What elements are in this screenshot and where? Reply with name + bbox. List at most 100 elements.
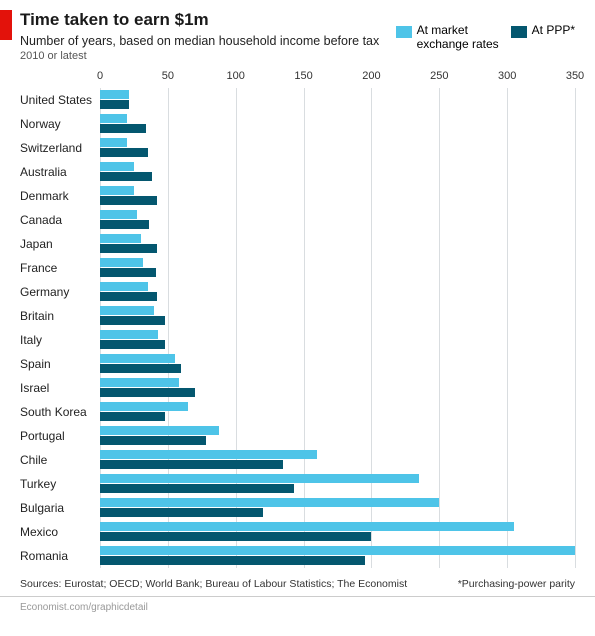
gridline xyxy=(575,88,576,568)
legend-swatch-market xyxy=(396,26,412,38)
category-label: Japan xyxy=(20,232,100,256)
bar-market xyxy=(100,138,127,147)
bar-ppp xyxy=(100,292,157,301)
bar-row xyxy=(100,304,575,328)
axis-tick: 350 xyxy=(566,70,584,82)
category-labels: United StatesNorwaySwitzerlandAustraliaD… xyxy=(20,70,100,568)
plot-area: United StatesNorwaySwitzerlandAustraliaD… xyxy=(20,70,575,568)
bar-row xyxy=(100,232,575,256)
bar-market xyxy=(100,402,188,411)
category-label: Canada xyxy=(20,208,100,232)
bar-ppp xyxy=(100,460,283,469)
category-label: South Korea xyxy=(20,400,100,424)
x-axis: 050100150200250300350 xyxy=(100,70,575,88)
bar-row xyxy=(100,160,575,184)
bar-market xyxy=(100,114,127,123)
bar-market xyxy=(100,90,129,99)
bar-ppp xyxy=(100,412,165,421)
bar-ppp xyxy=(100,364,181,373)
bar-ppp xyxy=(100,268,156,277)
bar-row xyxy=(100,448,575,472)
bar-ppp xyxy=(100,484,294,493)
category-label: Germany xyxy=(20,280,100,304)
bar-row xyxy=(100,544,575,568)
bar-row xyxy=(100,352,575,376)
bar-ppp xyxy=(100,220,149,229)
category-label: Switzerland xyxy=(20,136,100,160)
category-label: Chile xyxy=(20,448,100,472)
bar-ppp xyxy=(100,244,157,253)
category-label: United States xyxy=(20,88,100,112)
category-label: Mexico xyxy=(20,520,100,544)
bar-row xyxy=(100,184,575,208)
category-label: Romania xyxy=(20,544,100,568)
bar-ppp xyxy=(100,100,129,109)
bar-market xyxy=(100,210,137,219)
legend: At market exchange rates At PPP* xyxy=(396,24,575,52)
category-label: Turkey xyxy=(20,472,100,496)
bar-market xyxy=(100,162,134,171)
bar-row xyxy=(100,472,575,496)
bar-market xyxy=(100,258,143,267)
bars-area: 050100150200250300350 xyxy=(100,70,575,568)
chart-subnote: 2010 or latest xyxy=(20,50,575,62)
bar-ppp xyxy=(100,148,148,157)
category-label: France xyxy=(20,256,100,280)
bar-row xyxy=(100,376,575,400)
bar-ppp xyxy=(100,340,165,349)
bar-market xyxy=(100,378,179,387)
bar-row xyxy=(100,424,575,448)
bar-market xyxy=(100,498,439,507)
bar-market xyxy=(100,354,175,363)
category-label: Australia xyxy=(20,160,100,184)
bar-ppp xyxy=(100,436,206,445)
bar-market xyxy=(100,330,158,339)
axis-tick: 250 xyxy=(430,70,448,82)
bar-market xyxy=(100,306,154,315)
bar-market xyxy=(100,282,148,291)
bar-ppp xyxy=(100,532,371,541)
legend-label-ppp: At PPP* xyxy=(532,24,575,38)
bar-row xyxy=(100,520,575,544)
bar-ppp xyxy=(100,508,263,517)
legend-item-ppp: At PPP* xyxy=(511,24,575,52)
bar-row xyxy=(100,256,575,280)
bar-row xyxy=(100,280,575,304)
category-label: Norway xyxy=(20,112,100,136)
bar-row xyxy=(100,328,575,352)
bar-market xyxy=(100,450,317,459)
chart-container: Time taken to earn $1m Number of years, … xyxy=(0,0,595,618)
axis-tick: 150 xyxy=(294,70,312,82)
category-label: Britain xyxy=(20,304,100,328)
axis-tick: 300 xyxy=(498,70,516,82)
bar-ppp xyxy=(100,196,157,205)
axis-tick: 50 xyxy=(162,70,174,82)
chart-inner: Time taken to earn $1m Number of years, … xyxy=(0,0,595,596)
bar-row xyxy=(100,496,575,520)
bar-ppp xyxy=(100,124,146,133)
bar-market xyxy=(100,546,575,555)
axis-tick: 0 xyxy=(97,70,103,82)
bar-ppp xyxy=(100,556,365,565)
bar-market xyxy=(100,234,141,243)
sources-row: Sources: Eurostat; OECD; World Bank; Bur… xyxy=(20,578,575,590)
bar-ppp xyxy=(100,388,195,397)
axis-tick: 100 xyxy=(227,70,245,82)
sources-text: Sources: Eurostat; OECD; World Bank; Bur… xyxy=(20,578,407,590)
category-label: Spain xyxy=(20,352,100,376)
bar-market xyxy=(100,186,134,195)
footer-credit: Economist.com/graphicdetail xyxy=(0,596,595,618)
legend-swatch-ppp xyxy=(511,26,527,38)
legend-item-market: At market exchange rates xyxy=(396,24,499,52)
legend-label-market: At market exchange rates xyxy=(417,24,499,52)
bar-ppp xyxy=(100,172,152,181)
bar-row xyxy=(100,136,575,160)
axis-tick: 200 xyxy=(362,70,380,82)
bar-rows xyxy=(100,88,575,568)
bar-market xyxy=(100,426,219,435)
bar-ppp xyxy=(100,316,165,325)
category-label: Israel xyxy=(20,376,100,400)
category-label: Portugal xyxy=(20,424,100,448)
bar-row xyxy=(100,88,575,112)
category-label: Italy xyxy=(20,328,100,352)
